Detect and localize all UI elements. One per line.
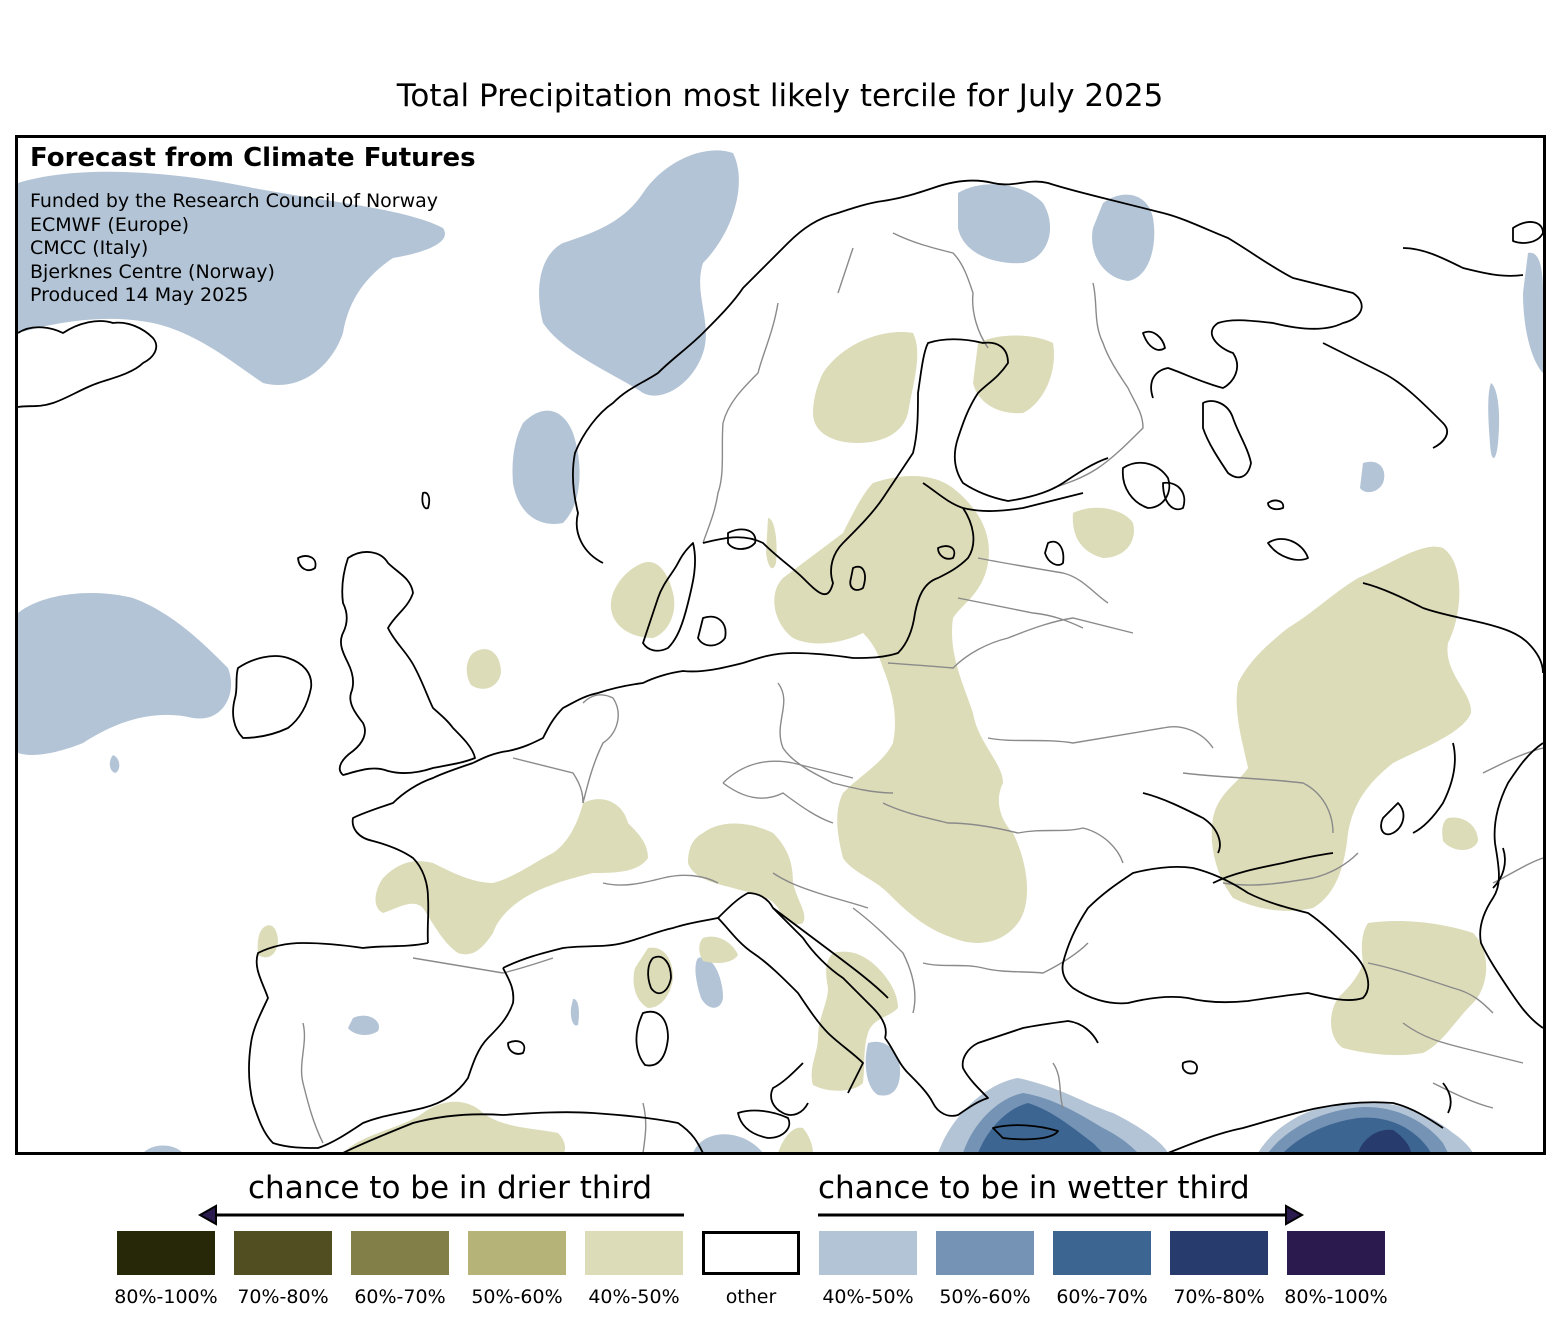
legend-swatch-label: 50%-60% — [471, 1286, 563, 1308]
info-lines: Funded by the Research Council of Norway… — [30, 190, 476, 308]
legend-swatch — [585, 1231, 683, 1275]
legend-swatch — [1287, 1231, 1385, 1275]
legend-swatch-label: 60%-70% — [354, 1286, 446, 1308]
wetter-arrow-head — [1285, 1204, 1305, 1226]
legend-swatch-label: 40%-50% — [822, 1286, 914, 1308]
info-line: ECMWF (Europe) — [30, 213, 190, 236]
legend-swatch-label: 70%-80% — [1173, 1286, 1265, 1308]
legend-swatch-label: 80%-100% — [1284, 1286, 1388, 1308]
info-line: CMCC (Italy) — [30, 237, 149, 259]
map-title: Total Precipitation most likely tercile … — [396, 78, 1164, 114]
legend-swatch — [351, 1231, 449, 1275]
legend-swatch-label: 70%-80% — [237, 1286, 329, 1308]
drier-arrow-head — [197, 1204, 217, 1226]
coastlines — [18, 179, 1543, 1152]
legend-swatch — [234, 1231, 332, 1275]
legend-swatch-label: 40%-50% — [588, 1286, 680, 1308]
legend-swatch — [1170, 1231, 1268, 1275]
legend-swatch-label: 50%-60% — [939, 1286, 1031, 1308]
info-line: Funded by the Research Council of Norway — [30, 190, 439, 212]
legend-swatch-label: 60%-70% — [1056, 1286, 1148, 1308]
legend-swatch — [468, 1231, 566, 1275]
wetter-70-80-regions — [1358, 1129, 1411, 1152]
legend-swatch — [702, 1231, 800, 1275]
legend-swatch-label: 80%-100% — [114, 1286, 218, 1308]
info-line: Bjerknes Centre (Norway) — [30, 260, 275, 283]
forecast-heading: Forecast from Climate Futures — [30, 143, 476, 173]
legend-swatch — [819, 1231, 917, 1275]
country-borders — [300, 232, 1543, 1152]
info-line: Produced 14 May 2025 — [30, 284, 249, 306]
info-panel: Forecast from Climate Futures Funded by … — [30, 142, 476, 308]
legend-swatch — [936, 1231, 1034, 1275]
legend-swatch-label: other — [725, 1286, 777, 1308]
drier-third-label: chance to be in drier third — [248, 1170, 652, 1206]
legend-swatch — [117, 1231, 215, 1275]
drier-40-50-regions — [257, 332, 1487, 1152]
map-frame[interactable] — [15, 135, 1546, 1155]
map-canvas[interactable] — [18, 138, 1543, 1152]
legend-arrows — [197, 1204, 1305, 1226]
wetter-third-label: chance to be in wetter third — [818, 1170, 1250, 1206]
legend-swatch — [1053, 1231, 1151, 1275]
